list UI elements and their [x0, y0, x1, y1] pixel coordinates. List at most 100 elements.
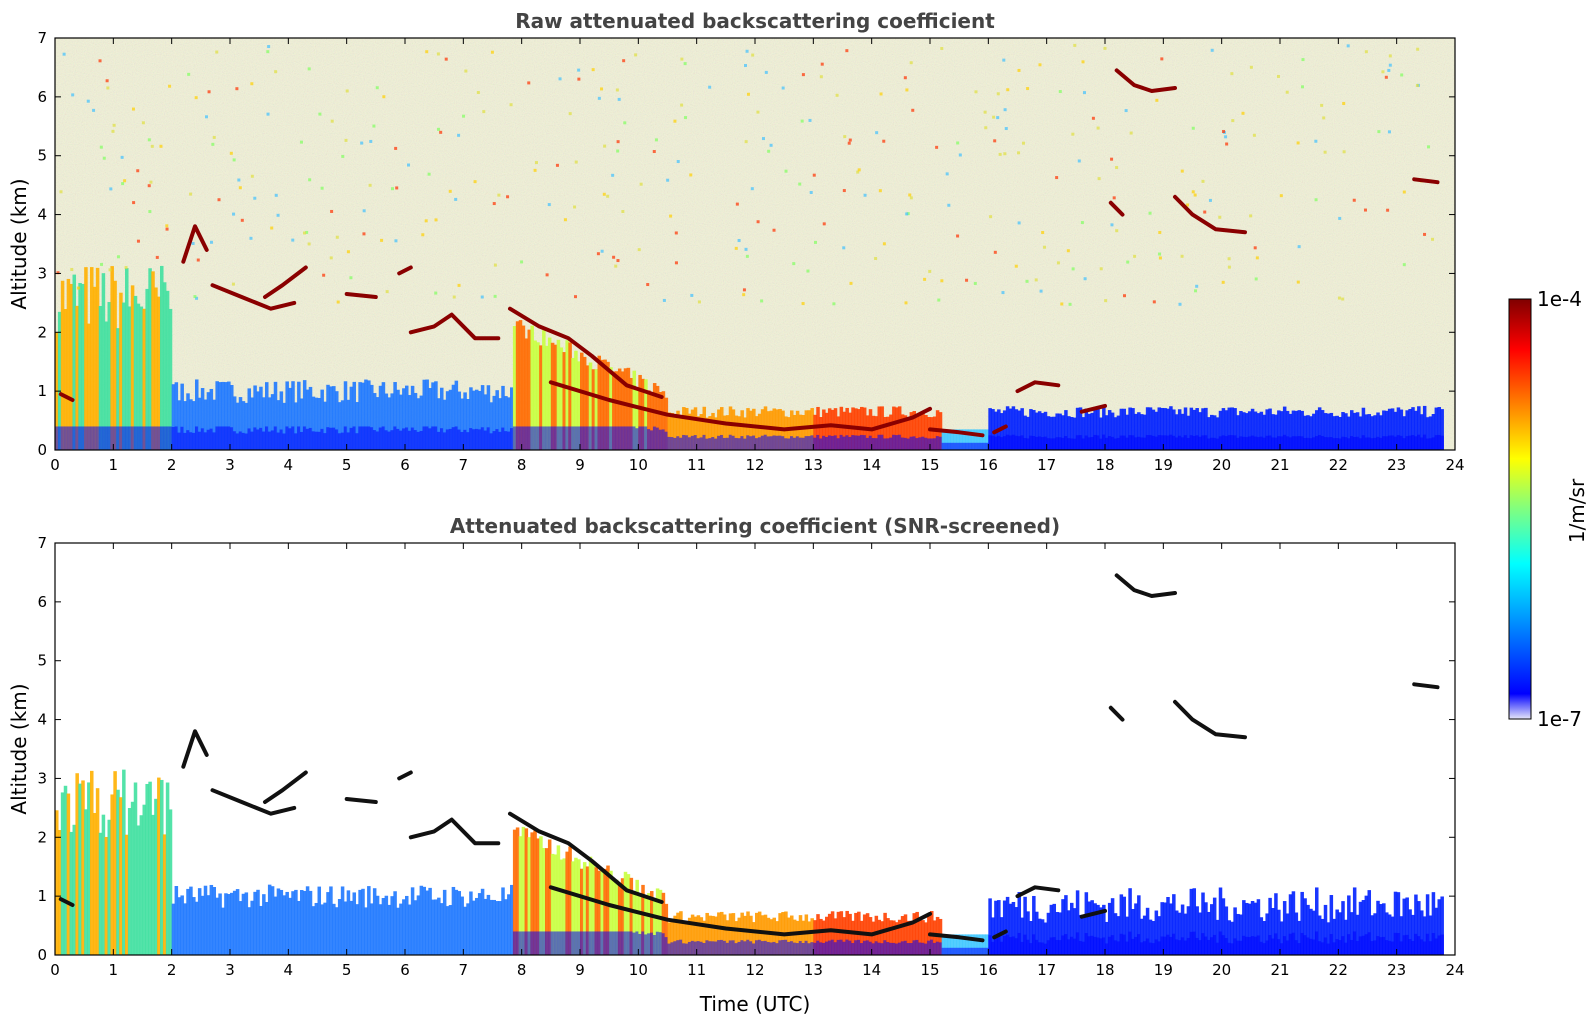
noise-speckle — [674, 231, 678, 235]
aerosol-column — [839, 406, 844, 450]
aerosol-column — [1332, 918, 1337, 955]
aerosol-column — [670, 412, 674, 450]
aerosol-column — [641, 378, 645, 450]
surface-layer — [617, 426, 622, 450]
noise-speckle — [480, 295, 484, 299]
surface-layer — [1364, 437, 1369, 450]
aerosol-column — [1315, 410, 1319, 450]
aerosol-column — [393, 382, 397, 450]
aerosol-column — [743, 915, 747, 955]
surface-layer — [1134, 936, 1138, 955]
surface-layer — [1081, 438, 1086, 450]
aerosol-column — [1163, 408, 1167, 450]
surface-layer — [804, 436, 809, 450]
aerosol-column — [1268, 408, 1272, 450]
surface-layer — [827, 435, 832, 450]
surface-layer — [897, 942, 902, 955]
aerosol-column — [1393, 891, 1398, 955]
noise-speckle — [267, 45, 271, 49]
surface-layer — [440, 428, 444, 450]
aerosol-column — [798, 915, 803, 955]
surface-layer — [1218, 931, 1223, 955]
noise-speckle — [1201, 179, 1205, 183]
noise-speckle — [1004, 127, 1008, 131]
noise-speckle — [1210, 48, 1214, 52]
noise-speckle — [86, 99, 90, 103]
aerosol-column — [755, 416, 759, 450]
noise-speckle — [1416, 47, 1420, 51]
aerosol-column — [434, 899, 438, 955]
noise-speckle — [984, 126, 988, 130]
noise-speckle — [1155, 98, 1159, 102]
noise-speckle — [680, 103, 684, 107]
aerosol-column — [527, 329, 532, 450]
surface-layer — [1242, 935, 1246, 955]
aerosol-column — [720, 407, 724, 450]
aerosol-column — [690, 409, 695, 450]
surface-layer — [227, 426, 231, 450]
noise-speckle — [845, 49, 849, 53]
aerosol-column — [886, 918, 890, 955]
cloud-layer-6 — [408, 312, 501, 341]
aerosol-column — [221, 381, 225, 450]
surface-layer — [317, 431, 322, 450]
surface-layer — [1265, 940, 1269, 955]
aerosol-column — [457, 391, 462, 450]
aerosol-column — [308, 386, 313, 450]
aerosol-column — [1180, 904, 1185, 955]
aerosol-column — [232, 396, 237, 450]
aerosol-column — [370, 384, 374, 450]
aerosol-column — [997, 900, 1001, 955]
aerosol-column — [480, 385, 485, 450]
aerosol-column — [270, 394, 275, 450]
surface-layer — [895, 943, 899, 955]
surface-layer — [973, 442, 978, 450]
surface-layer — [1373, 437, 1377, 450]
aerosol-column — [1227, 407, 1232, 450]
aerosol-column — [696, 915, 701, 955]
aerosol-column — [1198, 412, 1202, 450]
aerosol-column — [419, 885, 424, 955]
aerosol-column — [1157, 407, 1162, 450]
x-tick-label: 18 — [1095, 456, 1114, 474]
aerosol-column — [1256, 413, 1261, 450]
surface-layer — [1142, 437, 1147, 450]
surface-layer — [1344, 437, 1348, 450]
cloud-layer-3 — [263, 770, 308, 804]
aerosol-column — [492, 395, 497, 450]
surface-layer — [615, 931, 619, 955]
aerosol-column — [1320, 410, 1325, 450]
aerosol-column — [1204, 407, 1208, 450]
aerosol-column — [1344, 413, 1348, 450]
surface-layer — [743, 438, 747, 450]
surface-layer — [985, 442, 989, 450]
surface-layer — [1070, 936, 1074, 955]
surface-layer — [1189, 435, 1194, 450]
aerosol-column — [442, 399, 447, 450]
noise-speckle — [1001, 291, 1005, 295]
aerosol-column — [1145, 907, 1150, 955]
aerosol-column — [924, 414, 928, 450]
surface-layer — [1180, 937, 1185, 955]
aerosol-column — [1262, 414, 1267, 450]
surface-layer — [574, 426, 578, 450]
surface-layer — [1017, 436, 1022, 450]
aerosol-column — [189, 399, 193, 450]
surface-layer — [927, 438, 931, 450]
cloud-layer-1 — [181, 729, 209, 769]
surface-layer — [1198, 436, 1202, 450]
surface-layer — [685, 943, 689, 955]
surface-layer — [734, 943, 739, 955]
aerosol-column — [302, 890, 307, 955]
surface-layer — [816, 940, 820, 955]
screened-backscatter-panel: Attenuated backscattering coefficient (S… — [7, 514, 1465, 1016]
noise-speckle — [1363, 208, 1367, 212]
aerosol-column — [565, 851, 569, 955]
aerosol-column — [504, 899, 508, 955]
surface-layer — [212, 432, 217, 450]
aerosol-column — [577, 361, 581, 450]
aerosol-column — [1128, 888, 1132, 955]
surface-layer — [997, 935, 1001, 955]
aerosol-column — [1425, 417, 1430, 450]
surface-layer — [807, 943, 812, 955]
